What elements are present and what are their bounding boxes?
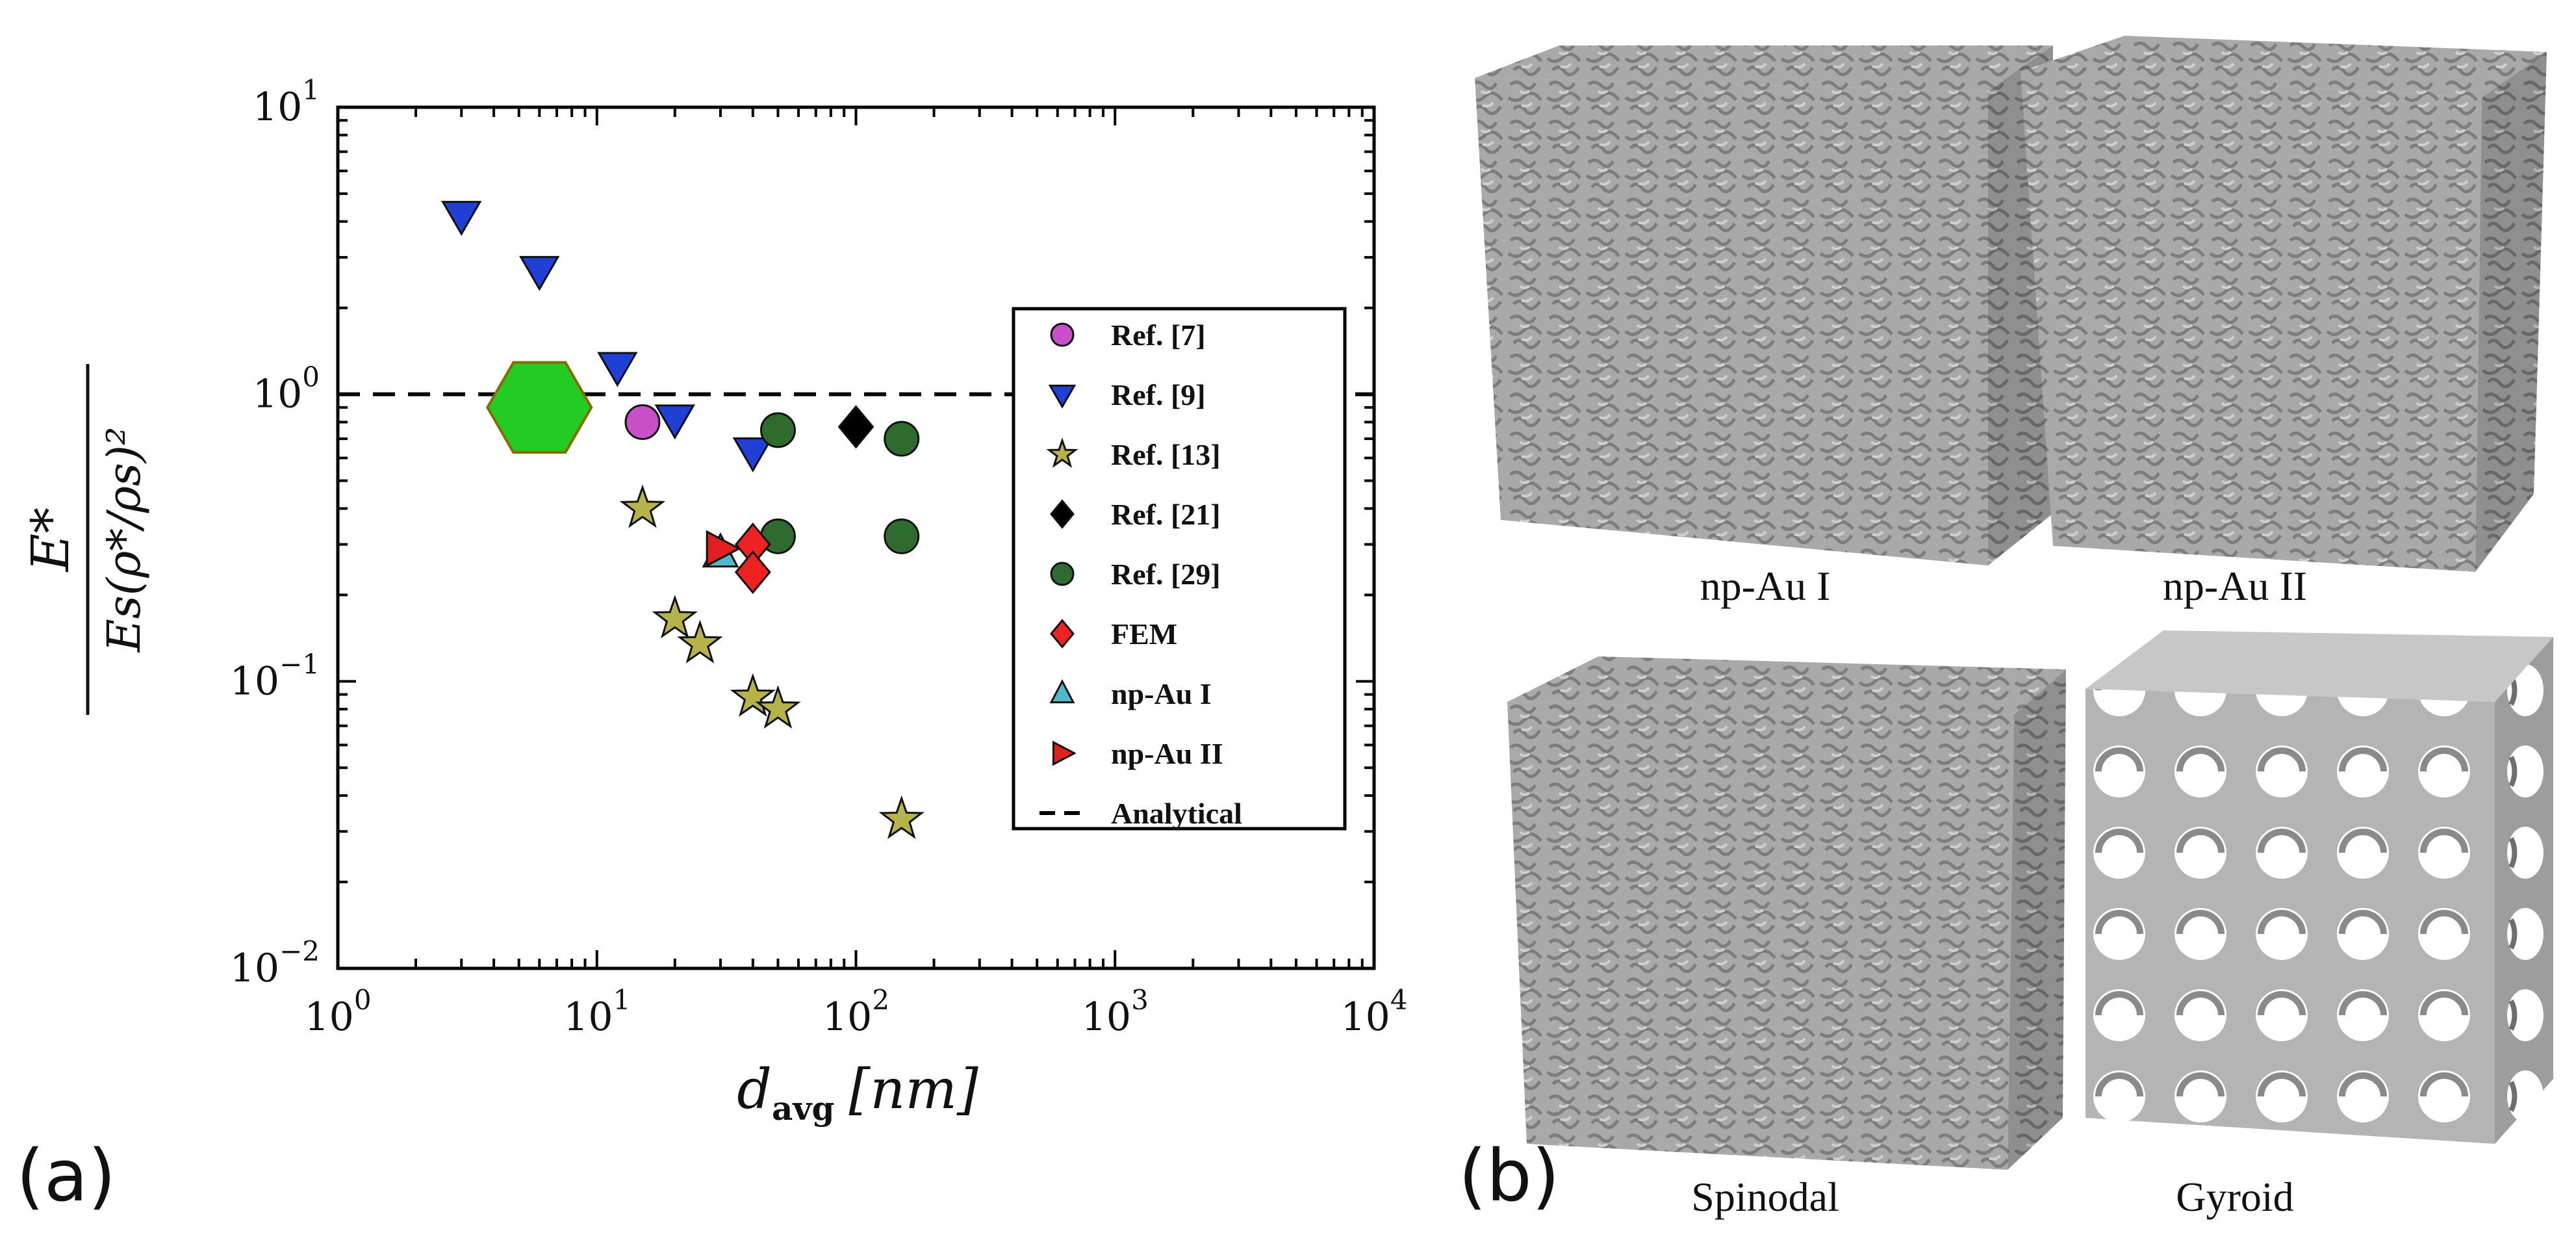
legend-marker [1050,322,1075,347]
cube-spinodal [1507,656,2066,1170]
x-tick-label: 100 [304,984,371,1040]
caption-gyroid: Gyroid [2176,1174,2294,1220]
data-point [730,673,776,717]
data-point [677,619,723,664]
legend-marker [1048,384,1077,409]
y-tick-label: 10−2 [230,935,320,991]
legend-label: Ref. [13] [1111,438,1221,471]
data-point [441,201,482,236]
scatter-chart: 100 101 102 103 104 10−2 10−1 100 101 E* Es(ρ*/… [20,74,1408,1128]
legend-label: FEM [1111,617,1177,651]
y-label-numerator: E* [20,508,81,573]
data-point [519,255,560,291]
structures-panel [1475,36,2553,1170]
y-tick-label: 101 [253,74,320,130]
y-tick-labels: 10−2 10−1 100 101 [230,74,320,991]
x-tick-labels: 100 101 102 103 104 [304,984,1407,1040]
data-point [619,484,666,528]
data-point [837,405,874,449]
legend-label: Ref. [21] [1111,498,1221,531]
legend-label: Ref. [29] [1111,558,1221,591]
x-tick-label: 104 [1340,984,1407,1040]
data-point [654,404,695,440]
x-tick-label: 101 [563,984,630,1040]
tick-marks [337,107,1374,970]
legend: Ref. [7] Ref. [9] Ref. [13] Ref. [21] Ref. [… [1012,307,1347,831]
highlight-hexagon-point [485,361,593,454]
svg-text:davg[nm]: davg [nm] [737,1057,978,1128]
caption-spinodal: Spinodal [1691,1174,1839,1220]
cube-np-au-2 [2021,36,2547,572]
legend-label: np-Au II [1111,737,1223,770]
data-point [597,352,638,387]
legend-marker [1052,740,1077,766]
data-point [755,685,801,729]
legend-marker [1050,619,1075,649]
data-point [884,518,920,554]
data-point [732,437,774,472]
caption-np-au-1: np-Au I [1700,563,1831,609]
x-label-sub: avg [772,1089,834,1128]
y-tick-label: 10−1 [230,648,320,704]
legend-marker [1049,679,1075,704]
x-tick-label: 102 [823,984,889,1040]
caption-np-au-2: np-Au II [2162,563,2308,609]
x-label-units: [nm] [848,1057,978,1121]
legend-label: Ref. [7] [1111,318,1206,352]
data-point [878,795,925,839]
x-label-main: d [737,1057,772,1121]
legend-label: Ref. [9] [1111,378,1206,411]
data-point [652,595,698,639]
data-point [624,404,661,440]
y-tick-label: 100 [253,361,320,417]
legend-marker [1050,562,1075,586]
data-point [734,550,771,594]
panel-b-label: (b) [1459,1134,1560,1217]
legend-marker [1050,499,1075,529]
legend-marker [1046,437,1078,468]
y-axis-label: E* Es(ρ*/ρs)² [20,364,151,715]
data-point [759,412,796,448]
data-points [441,201,925,839]
panel-a-label: (a) [16,1134,116,1217]
y-label-denominator: Es(ρ*/ρs)² [97,427,151,654]
cube-np-au-1 [1475,45,2053,565]
x-tick-label: 103 [1082,984,1149,1040]
cube-gyroid [2085,630,2553,1144]
legend-label: Analytical [1111,797,1242,830]
data-point [884,420,920,457]
x-axis-label: davg [nm] [737,1057,978,1128]
data-point [706,530,741,567]
legend-label: np-Au I [1111,677,1212,710]
